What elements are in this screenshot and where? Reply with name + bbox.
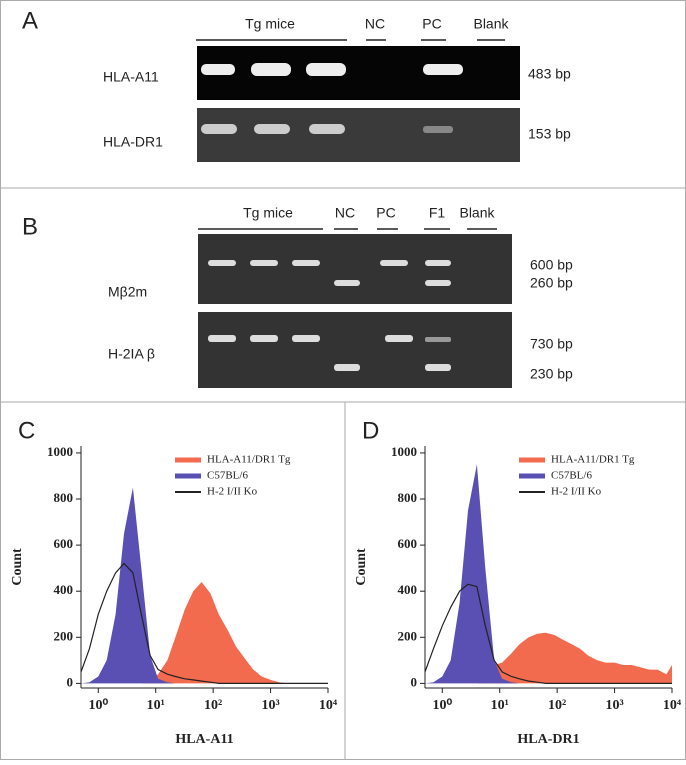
y-axis-label: Count	[10, 548, 25, 586]
y-tick-label: 1000	[391, 444, 417, 459]
x-tick-label: 10¹	[491, 698, 509, 713]
size-label: 153 bp	[528, 126, 571, 142]
panel-label: B	[22, 213, 38, 240]
x-tick-label: 10⁰	[432, 698, 452, 713]
group-label: Tg mice	[243, 205, 293, 221]
gel	[197, 46, 520, 100]
x-tick-label: 10⁴	[663, 698, 682, 713]
area	[425, 464, 672, 684]
group-label: F1	[429, 205, 446, 221]
group-label: Blank	[473, 16, 509, 32]
y-tick-label: 0	[67, 674, 74, 689]
panel-label: C	[18, 417, 35, 444]
size-label: 260 bp	[530, 275, 573, 291]
x-tick-label: 10²	[204, 698, 222, 713]
gel-bands	[201, 63, 463, 134]
line	[424, 583, 672, 684]
row-label: HLA-DR1	[103, 134, 163, 150]
size-label: 483 bp	[528, 66, 571, 82]
size-label: 730 bp	[530, 336, 573, 352]
x-tick-label: 10³	[605, 698, 623, 713]
x-tick-label: 10³	[261, 698, 279, 713]
panel-label: D	[362, 417, 379, 444]
group-label: Blank	[459, 205, 495, 221]
gel	[197, 108, 520, 162]
y-tick-label: 200	[398, 628, 418, 643]
row-label: Mβ2m	[108, 284, 147, 300]
y-tick-label: 800	[54, 490, 74, 505]
row-label: H-2IA β	[108, 346, 155, 362]
gel	[198, 312, 512, 388]
panel-label: A	[22, 7, 38, 34]
size-label: 230 bp	[530, 366, 573, 382]
legend-label: HLA-A11/DR1 Tg	[551, 454, 635, 466]
legend-label: H-2 I/II Ko	[207, 486, 258, 498]
legend-label: C57BL/6	[551, 470, 592, 482]
y-tick-label: 1000	[47, 444, 73, 459]
legend-label: HLA-A11/DR1 Tg	[207, 454, 291, 466]
y-tick-label: 800	[398, 490, 418, 505]
gel	[198, 234, 512, 304]
group-label: PC	[422, 16, 441, 32]
x-tick-label: 10¹	[147, 698, 165, 713]
y-tick-label: 400	[54, 582, 74, 597]
y-tick-label: 600	[54, 536, 74, 551]
y-tick-label: 200	[54, 628, 74, 643]
y-axis-label: Count	[354, 548, 369, 586]
x-tick-label: 10²	[548, 698, 566, 713]
group-label: PC	[376, 205, 395, 221]
size-label: 600 bp	[530, 257, 573, 273]
y-tick-label: 0	[411, 674, 418, 689]
x-tick-label: 10⁴	[319, 698, 338, 713]
legend-label: C57BL/6	[207, 470, 248, 482]
gel-bands	[208, 260, 451, 371]
x-tick-label: 10⁰	[88, 698, 108, 713]
row-label: HLA-A11	[103, 69, 159, 85]
group-label: NC	[365, 16, 385, 32]
area	[81, 582, 328, 684]
x-axis-label: HLA-DR1	[517, 732, 579, 747]
y-tick-label: 600	[398, 536, 418, 551]
legend-label: H-2 I/II Ko	[551, 486, 602, 498]
group-label: Tg mice	[245, 16, 295, 32]
x-axis-label: HLA-A11	[175, 732, 233, 747]
y-tick-label: 400	[398, 582, 418, 597]
group-label: NC	[335, 205, 355, 221]
area	[81, 487, 328, 684]
line	[80, 562, 328, 684]
